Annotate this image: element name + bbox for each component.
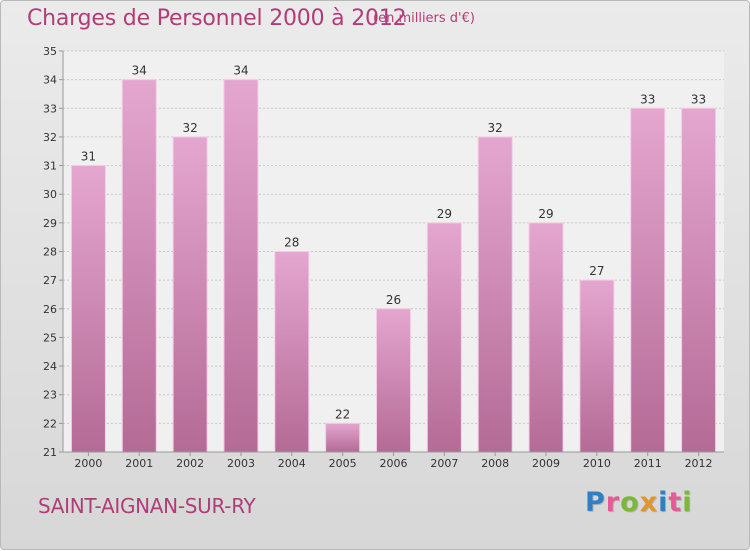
bar — [172, 136, 208, 453]
data-label: 34 — [132, 64, 147, 78]
y-tick-label: 27 — [43, 274, 57, 287]
data-label: 26 — [386, 293, 401, 307]
y-tick-label: 32 — [43, 131, 57, 144]
bar — [579, 279, 615, 453]
bar — [426, 222, 462, 453]
bar — [223, 79, 259, 453]
chart-title: Charges de Personnel 2000 à 2012 — [27, 6, 407, 31]
data-label: 33 — [640, 92, 655, 106]
bar — [70, 165, 106, 453]
x-tick-label: 2005 — [329, 457, 357, 470]
bar — [477, 136, 513, 453]
y-tick-label: 24 — [43, 360, 57, 373]
bar — [121, 79, 157, 453]
x-tick-label: 2009 — [532, 457, 560, 470]
y-tick-label: 30 — [43, 188, 57, 201]
x-tick-label: 2012 — [685, 457, 713, 470]
y-tick-label: 33 — [43, 102, 57, 115]
data-label: 33 — [691, 92, 706, 106]
x-tick-label: 2006 — [380, 457, 408, 470]
x-tick-label: 2008 — [481, 457, 509, 470]
y-tick-label: 25 — [43, 331, 57, 344]
x-tick-label: 2004 — [278, 457, 306, 470]
x-tick-label: 2007 — [430, 457, 458, 470]
x-tick-label: 2010 — [583, 457, 611, 470]
x-tick-label: 2003 — [227, 457, 255, 470]
data-label: 22 — [335, 407, 350, 421]
bar — [376, 308, 411, 453]
data-label: 29 — [538, 207, 553, 221]
data-label: 28 — [284, 236, 299, 250]
bar — [630, 107, 666, 453]
proxiti-logo: Proxiti — [585, 487, 693, 518]
data-label: 31 — [81, 150, 96, 164]
y-tick-label: 31 — [43, 160, 57, 173]
y-tick-label: 35 — [43, 45, 57, 58]
y-tick-label: 22 — [43, 417, 57, 430]
bar — [325, 422, 361, 453]
y-tick-label: 23 — [43, 389, 57, 402]
y-tick-label: 28 — [43, 246, 57, 259]
x-tick-label: 2001 — [125, 457, 153, 470]
data-label: 27 — [589, 264, 604, 278]
bar — [528, 222, 564, 453]
data-label: 29 — [437, 207, 452, 221]
chart-subtitle: (en milliers d'€) — [373, 11, 475, 26]
y-tick-label: 26 — [43, 303, 57, 316]
x-tick-label: 2002 — [176, 457, 204, 470]
data-label: 34 — [233, 64, 248, 78]
y-tick-label: 34 — [43, 74, 57, 87]
bar — [681, 107, 717, 453]
commune-name: SAINT-AIGNAN-SUR-RY — [38, 494, 256, 518]
y-tick-label: 29 — [43, 217, 57, 230]
data-label: 32 — [182, 121, 197, 135]
bar — [274, 251, 310, 453]
y-tick-label: 21 — [43, 446, 57, 459]
x-tick-label: 2000 — [74, 457, 102, 470]
data-label: 32 — [488, 121, 503, 135]
x-tick-label: 2011 — [634, 457, 662, 470]
